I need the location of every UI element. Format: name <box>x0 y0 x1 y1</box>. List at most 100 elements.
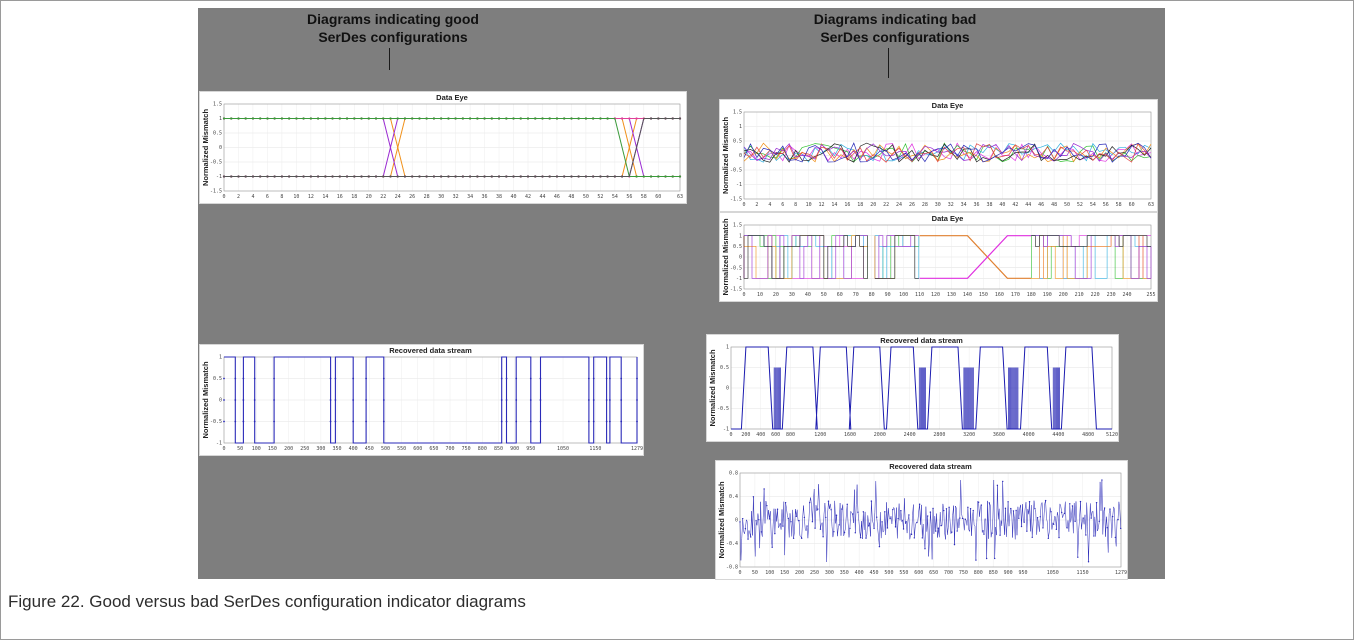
x-tick-label: 63 <box>1148 202 1154 208</box>
eye-series-point <box>635 175 638 178</box>
noise-stream-point <box>1036 517 1039 519</box>
eye-series-point <box>432 117 436 120</box>
noise-stream-point <box>1050 511 1052 513</box>
stream-point <box>500 399 503 401</box>
eye-series-point <box>316 175 320 178</box>
noise-stream-point <box>1106 527 1108 529</box>
eye-series-point <box>505 175 508 178</box>
x-tick-label: 14 <box>831 202 837 208</box>
x-tick-label: 750 <box>462 446 471 452</box>
x-tick-label: 4400 <box>1052 432 1064 438</box>
noise-stream-point <box>779 523 781 525</box>
x-tick-label: 40 <box>805 292 811 298</box>
x-tick-label: 140 <box>963 292 972 298</box>
chart-title: Recovered data stream <box>880 336 963 345</box>
noise-stream-point <box>889 517 891 520</box>
x-tick-label: 34 <box>961 202 967 208</box>
eye-series-point <box>526 117 530 120</box>
eye-series-point <box>382 175 385 178</box>
eye-series-point <box>613 175 616 178</box>
x-tick-label: 150 <box>979 292 988 298</box>
x-tick-label: 14 <box>322 194 328 200</box>
noise-stream-point <box>809 501 811 504</box>
stream-point <box>539 399 542 401</box>
x-tick-label: 4 <box>768 202 771 208</box>
noise-stream-line <box>739 479 1121 563</box>
eye-series-point <box>447 175 450 178</box>
x-tick-label: 26 <box>409 194 415 200</box>
eye-series-point <box>440 117 443 120</box>
noise-stream-point <box>1120 527 1122 530</box>
y-tick-label: 0.4 <box>729 494 738 500</box>
noise-stream-point <box>1066 527 1068 529</box>
x-tick-label: 400 <box>855 570 864 576</box>
noise-stream-point <box>790 521 792 523</box>
noise-stream-point <box>935 530 937 532</box>
noise-stream-point <box>1117 518 1119 521</box>
eye-series-point <box>570 175 573 178</box>
eye-series-point <box>461 175 464 178</box>
eye-series-point <box>468 117 472 120</box>
eye-series-point <box>592 117 595 120</box>
bad-heading-line2: SerDes configurations <box>820 29 970 45</box>
noise-stream-point <box>1090 517 1092 519</box>
stream-point <box>515 399 518 401</box>
stream-point <box>620 399 623 401</box>
noise-stream-point <box>862 511 865 513</box>
noise-stream-point <box>1018 517 1020 519</box>
noise-stream-point <box>835 514 838 516</box>
x-tick-label: 250 <box>810 570 819 576</box>
eye-series-point <box>389 117 392 120</box>
noise-stream-point <box>993 557 996 560</box>
y-tick-label: -1.5 <box>210 189 222 195</box>
stream-point <box>539 420 542 423</box>
eye-series-point <box>222 117 226 120</box>
x-tick-label: 100 <box>765 570 774 576</box>
x-tick-label: 12 <box>308 194 314 200</box>
noise-stream-point <box>741 517 744 520</box>
stream-point <box>587 420 590 423</box>
x-tick-label: 850 <box>989 570 998 576</box>
x-tick-label: 50 <box>821 292 827 298</box>
y-tick-label: -0.5 <box>717 406 729 412</box>
x-tick-label: 0 <box>742 202 745 208</box>
x-tick-label: 2 <box>755 202 758 208</box>
noise-stream-point <box>886 527 889 529</box>
x-tick-label: 10 <box>757 292 763 298</box>
noise-stream-point <box>782 525 784 527</box>
eye-series-point <box>671 175 674 178</box>
chart-svg: Recovered data stream Normalized Mismatch… <box>708 336 1118 438</box>
x-tick-label: 60 <box>1129 202 1135 208</box>
noise-stream-point <box>1079 500 1082 503</box>
eye-series-point <box>259 117 262 120</box>
x-tick-label: 800 <box>974 570 983 576</box>
y-tick-label: -0.5 <box>210 160 222 166</box>
stream-point <box>500 377 503 380</box>
stream-point <box>234 377 237 380</box>
x-tick-label: 2 <box>237 194 240 200</box>
noise-stream-point <box>948 506 950 509</box>
x-tick-label: 400 <box>756 432 765 438</box>
x-tick-label: 500 <box>381 446 390 452</box>
bad-data-eye-noisy-panel: Data Eye Normalized Mismatch 1.5 1 0.5 0 -0.5 -… <box>719 99 1158 212</box>
noise-stream-point <box>867 525 870 527</box>
stream-point <box>592 420 595 423</box>
noise-stream-point <box>905 521 907 523</box>
eye-series-point <box>468 175 472 178</box>
noise-series-line <box>743 142 1152 163</box>
noise-stream-point <box>771 546 773 548</box>
x-tick-label: 1050 <box>557 446 569 452</box>
y-tick-label: 1.5 <box>733 110 742 116</box>
eye-series-point <box>555 117 559 120</box>
x-tick-label: 52 <box>597 194 603 200</box>
eye-series-point <box>497 175 501 178</box>
noise-stream-point <box>988 502 991 504</box>
noise-series-line <box>743 142 1152 163</box>
stream-point <box>608 420 611 423</box>
eye-series-point <box>244 175 247 178</box>
y-axis-label: Normalized Mismatch <box>201 109 210 187</box>
noise-stream-point <box>1047 537 1050 540</box>
stream-point <box>515 420 518 423</box>
bad-pointer-line <box>888 48 889 78</box>
